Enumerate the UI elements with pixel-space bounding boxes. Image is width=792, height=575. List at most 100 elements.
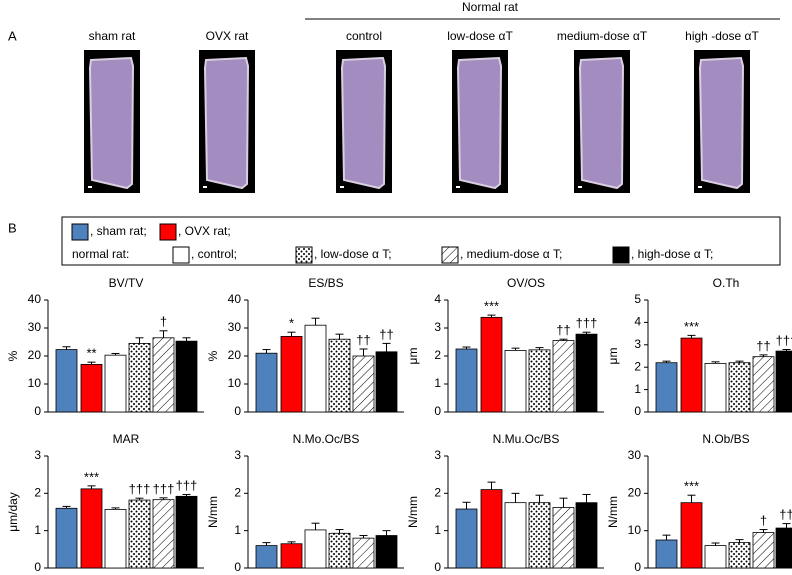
bar (304, 324, 327, 413)
panel-label: A (8, 28, 17, 43)
y-axis-label: μm (406, 348, 420, 365)
y-tick-label: 0 (34, 560, 41, 574)
y-tick-label: 1 (434, 376, 441, 390)
legend-label: , low-dose α T; (314, 247, 392, 261)
sample-label: low-dose αT (447, 29, 513, 43)
y-tick-label: 0 (434, 404, 441, 418)
significance-mark: ** (86, 346, 96, 361)
y-tick-label: 30 (228, 320, 242, 334)
bone-section (340, 56, 387, 190)
bar (128, 342, 151, 413)
legend-swatch (295, 246, 313, 264)
significance-mark: *** (684, 479, 699, 494)
bar (552, 340, 575, 413)
sample-label: OVX rat (206, 29, 249, 43)
y-tick-label: 0 (634, 560, 641, 574)
bar (104, 508, 127, 569)
y-axis-label: N/mm (206, 496, 220, 528)
legend-label: , control; (191, 247, 237, 261)
y-tick-label: 3 (434, 320, 441, 334)
y-axis-label: μm (606, 348, 620, 365)
bone-section (88, 56, 135, 190)
significance-mark: †† (379, 327, 393, 342)
sample-label: control (346, 29, 382, 43)
y-tick-label: 30 (28, 320, 42, 334)
y-tick-label: 4 (434, 292, 441, 306)
bar (528, 349, 551, 413)
bar (80, 363, 103, 413)
bar (455, 508, 478, 569)
bone-section (578, 56, 625, 190)
legend-swatch (612, 246, 630, 264)
significance-mark: * (289, 316, 294, 331)
bone-section (203, 56, 250, 190)
significance-mark: *** (684, 319, 699, 334)
y-tick-label: 2 (234, 486, 241, 500)
y-axis-label: % (6, 350, 20, 361)
scale-bar (578, 186, 582, 188)
bar (704, 545, 727, 569)
bar (455, 348, 478, 413)
significance-mark: †† (756, 338, 770, 353)
legend-label: , OVX rat; (178, 224, 231, 238)
chart-title: N.Ob/BS (702, 432, 749, 446)
y-tick-label: 30 (628, 448, 642, 462)
y-tick-label: 1 (434, 523, 441, 537)
bar (775, 527, 792, 569)
legend-swatch (172, 246, 190, 264)
y-tick-label: 10 (628, 523, 642, 537)
y-tick-label: 4 (634, 315, 641, 329)
legend-label: , sham rat; (90, 224, 147, 238)
y-tick-label: 3 (234, 448, 241, 462)
y-tick-label: 20 (228, 348, 242, 362)
chart-title: MAR (113, 432, 140, 446)
sample-label: medium-dose αT (557, 29, 648, 43)
y-tick-label: 0 (634, 404, 641, 418)
bar (655, 362, 678, 413)
legend-swatch (71, 223, 89, 241)
bar (304, 529, 327, 569)
y-axis-label: μm/day (6, 492, 20, 532)
y-axis-label: N/mm (406, 496, 420, 528)
significance-mark: ††† (776, 333, 792, 348)
bar (655, 539, 678, 569)
bar (175, 340, 198, 413)
group-header: Normal rat (462, 0, 519, 14)
bar (255, 545, 278, 569)
bar (104, 354, 127, 413)
bone-section (698, 56, 745, 190)
y-tick-label: 10 (228, 376, 242, 390)
scale-bar (456, 186, 460, 188)
chart-title: BV/TV (109, 276, 144, 290)
legend-swatch (441, 246, 459, 264)
y-tick-label: 2 (634, 359, 641, 373)
scale-bar (88, 186, 92, 188)
y-tick-label: 0 (434, 560, 441, 574)
bar (480, 316, 503, 413)
scale-bar (698, 186, 702, 188)
bar (80, 488, 103, 569)
significance-mark: †† (356, 332, 370, 347)
bar (728, 362, 751, 413)
y-tick-label: 2 (34, 486, 41, 500)
bar (375, 351, 398, 413)
legend-label: , medium-dose α T; (460, 247, 562, 261)
y-tick-label: 1 (234, 523, 241, 537)
bar (352, 537, 375, 569)
y-tick-label: 40 (28, 292, 42, 306)
bar (352, 355, 375, 413)
significance-mark: *** (84, 469, 99, 484)
bone-section (456, 56, 503, 190)
y-tick-label: 1 (34, 523, 41, 537)
bar (752, 356, 775, 413)
significance-mark: ††† (576, 316, 598, 331)
bar (175, 495, 198, 569)
y-tick-label: 1 (634, 382, 641, 396)
significance-mark: †† (556, 323, 570, 338)
bar (728, 542, 751, 569)
bar (255, 352, 278, 413)
significance-mark: † (760, 513, 767, 528)
y-tick-label: 10 (28, 376, 42, 390)
legend-label: , high-dose α T; (631, 247, 713, 261)
significance-mark: † (160, 314, 167, 329)
